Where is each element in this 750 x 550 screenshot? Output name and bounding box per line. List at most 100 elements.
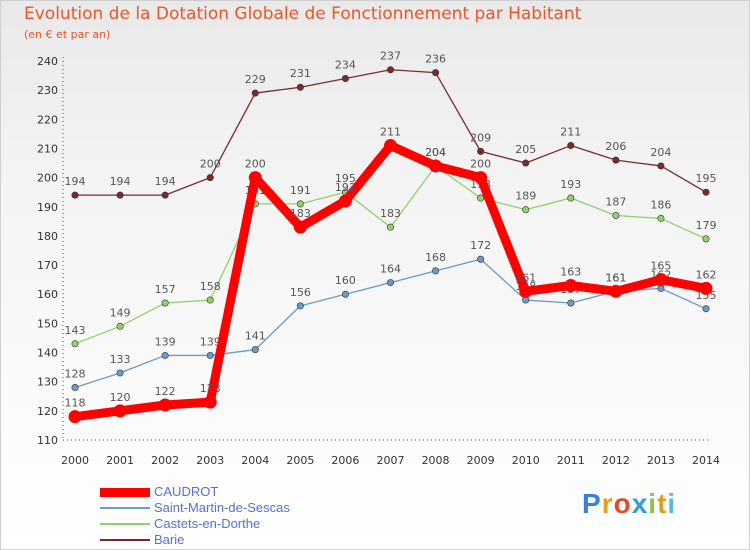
data-point: [251, 89, 259, 97]
data-point: [206, 296, 214, 304]
legend-swatch: [100, 487, 150, 497]
data-point: [522, 206, 530, 214]
data-label: 204: [650, 146, 671, 159]
data-label: 200: [470, 158, 491, 171]
data-label: 139: [155, 335, 176, 348]
data-label: 183: [290, 207, 311, 220]
data-point: [251, 346, 259, 354]
y-tick-label: 140: [37, 347, 58, 360]
data-label: 236: [425, 53, 446, 66]
chart-title: Evolution de la Dotation Globale de Fonc…: [24, 4, 582, 24]
data-point: [113, 404, 127, 418]
data-point: [116, 191, 124, 199]
legend-swatch: [100, 507, 150, 509]
logo-letter: t: [657, 488, 668, 519]
x-tick-label: 2004: [241, 454, 269, 467]
legend-label: Saint-Martin-de-Sescas: [154, 500, 290, 515]
data-point: [116, 369, 124, 377]
data-point: [519, 284, 533, 298]
data-point: [567, 299, 575, 307]
legend-label: CAUDROT: [154, 484, 219, 499]
data-point: [612, 156, 620, 164]
data-label: 139: [200, 335, 221, 348]
data-label: 168: [425, 251, 446, 264]
data-point: [206, 174, 214, 182]
y-tick-label: 200: [37, 172, 58, 185]
x-tick-label: 2010: [512, 454, 540, 467]
x-tick-label: 2003: [196, 454, 224, 467]
data-label: 161: [605, 271, 626, 284]
data-label: 149: [110, 306, 131, 319]
x-tick-label: 2001: [106, 454, 134, 467]
data-label: 156: [290, 286, 311, 299]
data-label: 229: [245, 73, 266, 86]
x-tick-label: 2006: [331, 454, 359, 467]
logo-letter: i: [648, 488, 658, 519]
data-label: 123: [200, 382, 221, 395]
logo-letter: P: [582, 488, 602, 519]
legend-label: Barie: [154, 532, 185, 547]
data-point: [116, 322, 124, 330]
data-point: [158, 398, 172, 412]
legend-swatch: [100, 539, 150, 541]
data-label: 157: [155, 283, 176, 296]
data-point: [296, 302, 304, 310]
x-tick-label: 2013: [647, 454, 675, 467]
y-tick-label: 110: [37, 434, 58, 447]
data-label: 205: [515, 143, 536, 156]
data-label: 172: [470, 239, 491, 252]
data-point: [474, 171, 488, 185]
y-tick-label: 160: [37, 288, 58, 301]
data-label: 160: [335, 274, 356, 287]
data-point: [567, 194, 575, 202]
y-tick-label: 120: [37, 405, 58, 418]
data-label: 133: [110, 353, 131, 366]
data-label: 165: [650, 260, 671, 273]
data-point: [386, 66, 394, 74]
x-tick-label: 2009: [467, 454, 495, 467]
logo-letter: o: [613, 488, 632, 519]
y-tick-label: 170: [37, 259, 58, 272]
data-point: [432, 69, 440, 77]
data-label: 118: [65, 397, 86, 410]
data-point: [567, 142, 575, 150]
y-tick-label: 190: [37, 201, 58, 214]
data-label: 234: [335, 58, 356, 71]
data-point: [161, 299, 169, 307]
data-point: [296, 83, 304, 91]
data-point: [699, 281, 713, 295]
data-label: 192: [335, 181, 356, 194]
data-label: 204: [425, 146, 446, 159]
data-label: 194: [65, 175, 86, 188]
data-label: 194: [155, 175, 176, 188]
data-label: 195: [335, 172, 356, 185]
data-point: [477, 194, 485, 202]
data-point: [161, 351, 169, 359]
data-label: 231: [290, 67, 311, 80]
logo-letter: x: [631, 488, 649, 519]
data-label: 195: [696, 172, 717, 185]
data-point: [206, 351, 214, 359]
data-point: [477, 255, 485, 263]
data-label: 186: [650, 198, 671, 211]
data-label: 179: [696, 219, 717, 232]
data-label: 163: [560, 265, 581, 278]
series-line-castets-en-dorthe: [74, 165, 707, 345]
x-tick-label: 2000: [61, 454, 89, 467]
line-chart: 110 120 130 140 150 160 170 180 190 200 210 220 230 2…: [37, 50, 720, 467]
data-point: [702, 188, 710, 196]
data-label: 194: [110, 175, 131, 188]
y-tick-label: 150: [37, 317, 58, 330]
data-point: [248, 171, 262, 185]
x-tick-label: 2008: [422, 454, 450, 467]
data-point: [68, 410, 82, 424]
data-label: 183: [380, 207, 401, 220]
data-label: 161: [515, 271, 536, 284]
data-label: 161: [605, 271, 626, 284]
logo-letter: i: [667, 488, 677, 519]
data-point: [296, 200, 304, 208]
data-point: [702, 235, 710, 243]
data-point: [71, 191, 79, 199]
data-label: 200: [245, 158, 266, 171]
